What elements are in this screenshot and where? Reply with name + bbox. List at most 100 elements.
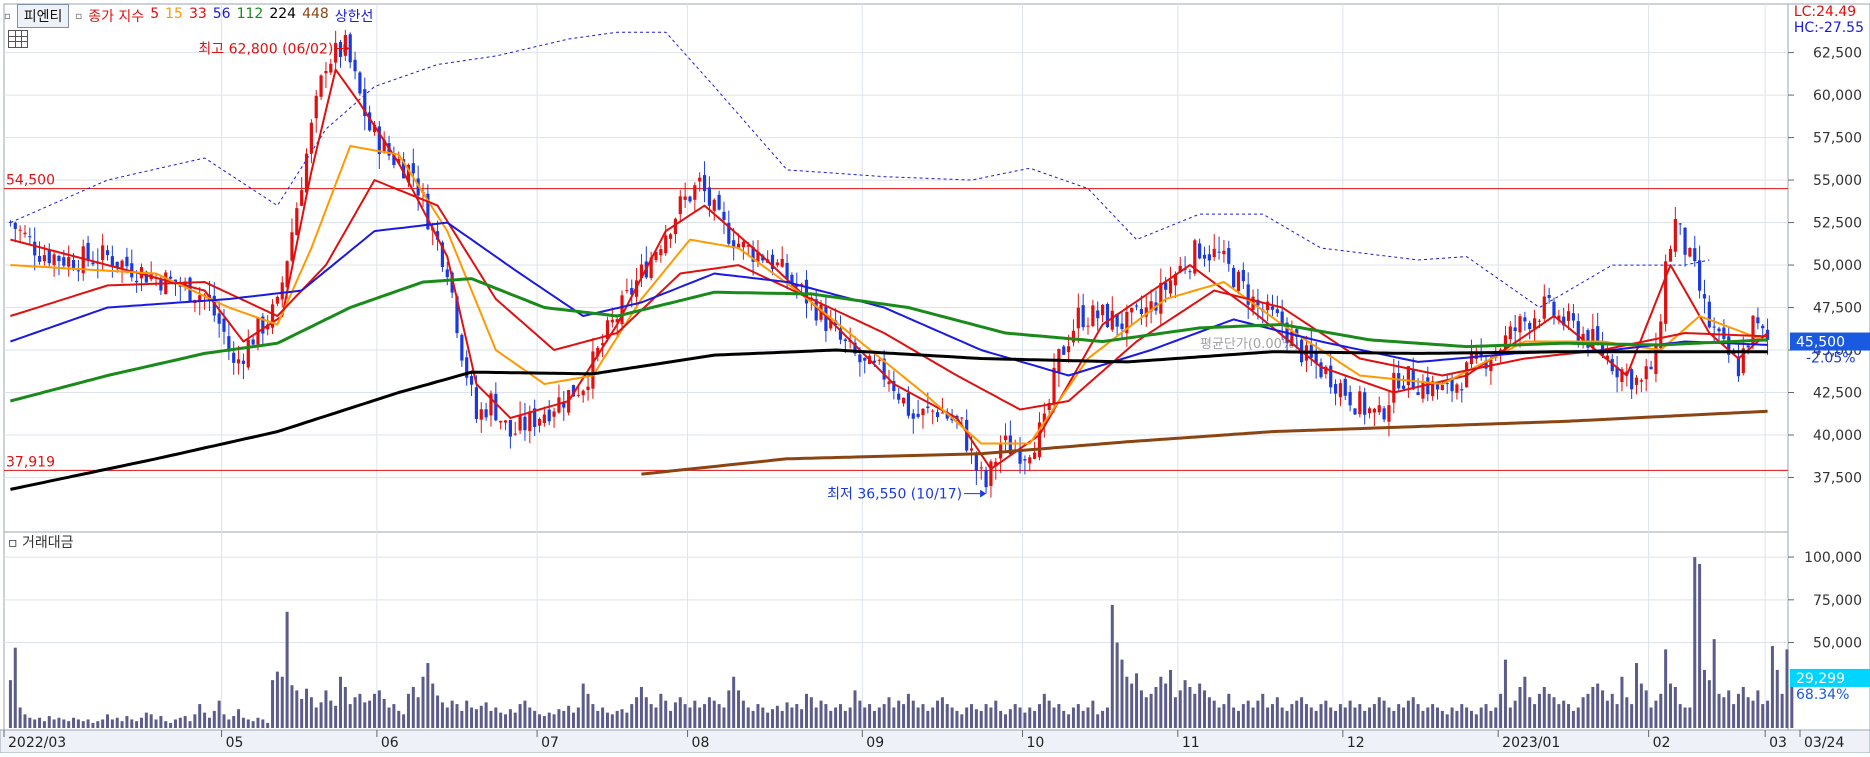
table-grid-icon[interactable] — [8, 30, 28, 48]
candle-body — [372, 124, 377, 133]
volume-bar — [669, 710, 673, 728]
legend-item-3[interactable]: 33 — [188, 6, 207, 22]
avg-price-label: 평균단가(0.00%) — [1200, 337, 1299, 352]
candle-body — [1348, 392, 1352, 406]
ma-line-448 — [641, 409, 1768, 476]
collapse-icon-2[interactable]: ▫ — [75, 10, 83, 22]
volume-bar — [1353, 707, 1357, 728]
candle-body — [8, 221, 13, 223]
candle-body — [435, 231, 440, 240]
volume-bar — [562, 710, 566, 728]
candle-body — [673, 218, 678, 235]
candle-body — [125, 256, 129, 267]
volume-bar — [1110, 604, 1114, 728]
candle-body — [1358, 391, 1362, 415]
legend-item-8[interactable]: 상한선 — [334, 9, 374, 25]
candle-body — [1110, 310, 1114, 330]
candle-body — [1401, 385, 1406, 389]
volume-bar — [101, 719, 105, 728]
volume-bar — [1576, 707, 1580, 728]
candle-body — [965, 419, 969, 451]
volume-bar — [1164, 683, 1168, 728]
volume-bar — [1557, 704, 1561, 728]
legend-item-1[interactable]: 5 — [150, 6, 160, 22]
candle-body — [1605, 355, 1609, 360]
legend-item-0[interactable]: 종가 지수 — [88, 9, 145, 25]
candle-body — [1202, 254, 1207, 259]
candle-body — [169, 276, 173, 279]
volume-bar — [1169, 669, 1173, 728]
candle-body — [712, 199, 716, 211]
legend-item-4[interactable]: 56 — [212, 6, 231, 22]
candle-body — [324, 71, 328, 74]
volume-bar — [33, 719, 37, 728]
volume-bar — [1222, 704, 1226, 728]
volume-bar — [703, 704, 707, 728]
candle-body — [62, 257, 66, 266]
volume-bar — [1688, 707, 1692, 728]
volume-bar — [746, 707, 750, 728]
volume-bar — [508, 709, 512, 728]
grid — [4, 4, 1788, 730]
volume-bar — [1329, 707, 1333, 728]
price-tick-label-4: 52,500 — [1813, 216, 1862, 232]
candle-body — [746, 245, 750, 247]
candle-body — [1212, 248, 1216, 258]
volume-bar — [324, 690, 328, 728]
volume-bar — [1635, 663, 1639, 728]
volume-bar — [771, 709, 775, 728]
candle-body — [217, 313, 221, 324]
volume-bar — [353, 697, 357, 728]
candle-body — [537, 418, 542, 426]
volume-bar — [664, 700, 668, 728]
volume-bar — [921, 704, 925, 728]
legend-item-2[interactable]: 15 — [165, 6, 183, 22]
candle-body — [872, 360, 877, 363]
candle-body — [101, 245, 105, 260]
candle-body — [499, 420, 503, 423]
stock-tab[interactable]: 피엔티 — [16, 4, 70, 28]
candle-body — [761, 255, 765, 261]
volume-bar — [309, 697, 313, 728]
candle-body — [1338, 383, 1343, 398]
volume-bar — [605, 712, 609, 728]
candle-body — [1702, 294, 1707, 299]
candle-body — [1372, 408, 1376, 413]
legend-item-7[interactable]: 448 — [302, 6, 329, 22]
legend-item-5[interactable]: 112 — [236, 6, 264, 22]
volume-bar — [285, 611, 289, 728]
candle-body — [1596, 326, 1600, 342]
candle-body — [23, 232, 27, 235]
volume-bar — [1673, 686, 1677, 728]
legend-item-6[interactable]: 224 — [269, 6, 297, 22]
volume-bar — [1741, 686, 1745, 728]
candle-body — [1469, 353, 1474, 365]
volume-bar — [1382, 700, 1386, 728]
candle-body — [484, 409, 488, 418]
candle-body — [1100, 304, 1105, 316]
volume-bar — [261, 719, 265, 728]
volume-bar — [1232, 707, 1236, 728]
candle-body — [1076, 307, 1080, 329]
volume-bar — [1275, 697, 1279, 728]
candle-body — [940, 412, 944, 414]
volume-bar — [625, 712, 629, 728]
volume-bar — [1178, 690, 1182, 728]
volume-bar — [1503, 659, 1507, 728]
candle-body — [115, 261, 119, 268]
candle-body — [533, 408, 537, 427]
volume-bar — [984, 704, 988, 728]
candle-body — [892, 381, 896, 392]
candle-body — [110, 256, 114, 267]
candle-body — [1333, 383, 1338, 394]
candle-body — [557, 397, 561, 413]
collapse-icon[interactable]: ▫ — [4, 10, 11, 22]
volume-bar — [1003, 714, 1007, 728]
candle-body — [1222, 250, 1226, 255]
volume-bar — [693, 700, 697, 728]
volume-bar — [1188, 686, 1192, 728]
volume-bar — [1620, 676, 1624, 728]
volume-bar — [1683, 707, 1687, 728]
